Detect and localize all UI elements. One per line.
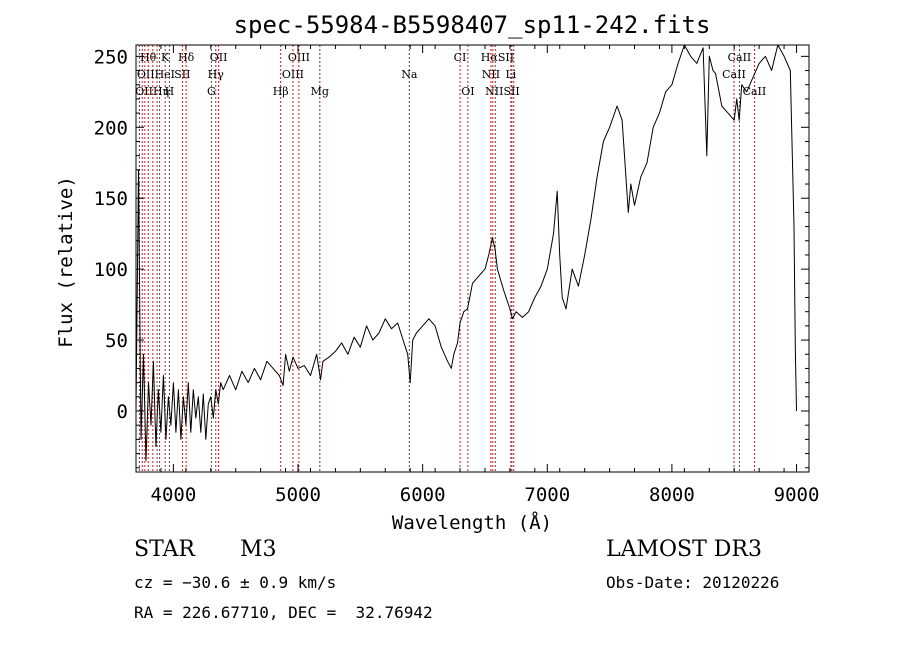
line-label: K bbox=[161, 51, 170, 64]
x-tick-label: 8000 bbox=[649, 484, 695, 506]
y-axis-label: Flux (relative) bbox=[55, 176, 77, 348]
plot-frame bbox=[135, 44, 810, 473]
y-tick-label: 250 bbox=[94, 46, 128, 68]
x-tick-label: 4000 bbox=[151, 484, 197, 506]
line-label: Hδ bbox=[178, 51, 195, 64]
line-label: Hθ bbox=[140, 51, 157, 64]
line-label: NIISII bbox=[485, 85, 520, 98]
line-label: NII bbox=[482, 68, 500, 81]
redshift-cz: cz = −30.6 ± 0.9 km/s bbox=[134, 573, 337, 592]
y-tick-label: 100 bbox=[94, 259, 128, 281]
line-label: H bbox=[165, 85, 175, 98]
line-label: OIII bbox=[282, 68, 304, 81]
x-tick-label: 6000 bbox=[400, 484, 446, 506]
line-label: Hγ bbox=[208, 68, 225, 81]
x-axis: 4000 5000 6000 7000 8000 9000 bbox=[135, 45, 820, 506]
line-label: CI bbox=[454, 51, 467, 64]
x-tick-label: 7000 bbox=[524, 484, 570, 506]
line-label: Na bbox=[401, 68, 418, 81]
chart-title: spec-55984-B5598407_sp11-242.fits bbox=[234, 11, 711, 39]
x-tick-label: 5000 bbox=[275, 484, 321, 506]
line-label: CaII bbox=[728, 51, 752, 64]
line-label: OII bbox=[210, 51, 228, 64]
line-label: Hβ bbox=[273, 85, 289, 98]
y-tick-label: 150 bbox=[94, 188, 128, 210]
coordinates: RA = 226.67710, DEC = 32.76942 bbox=[134, 603, 433, 622]
object-class: STAR bbox=[134, 537, 195, 562]
line-label: Li bbox=[505, 68, 516, 81]
x-tick-label: 9000 bbox=[774, 484, 820, 506]
line-label: Mg bbox=[311, 85, 329, 98]
spectrum-line bbox=[135, 44, 797, 462]
line-label: SII bbox=[174, 68, 190, 81]
line-label: CaII bbox=[722, 68, 746, 81]
survey-name: LAMOST DR3 bbox=[606, 537, 762, 562]
y-axis: 0 50 100 150 200 250 bbox=[94, 46, 809, 469]
x-axis-label: Wavelength (Å) bbox=[392, 511, 552, 534]
reference-lines bbox=[138, 45, 755, 472]
line-label: HαSII bbox=[481, 51, 514, 64]
line-label: OIII bbox=[288, 51, 310, 64]
y-tick-label: 50 bbox=[105, 330, 128, 352]
y-tick-label: 200 bbox=[94, 117, 128, 139]
spectrum-series bbox=[135, 44, 797, 462]
line-label: OIIHeI bbox=[137, 68, 175, 81]
line-labels: Hθ K Hδ OII OIII CI HαSII CaII OIIHeI SII Hγ OIII Na… bbox=[135, 51, 766, 98]
line-label: OIIHη bbox=[135, 85, 169, 98]
obs-date: Obs-Date: 20120226 bbox=[606, 573, 780, 592]
object-subclass: M3 bbox=[240, 537, 277, 562]
line-label: OI bbox=[461, 85, 474, 98]
line-label: G bbox=[207, 85, 216, 98]
y-tick-label: 0 bbox=[117, 401, 128, 423]
